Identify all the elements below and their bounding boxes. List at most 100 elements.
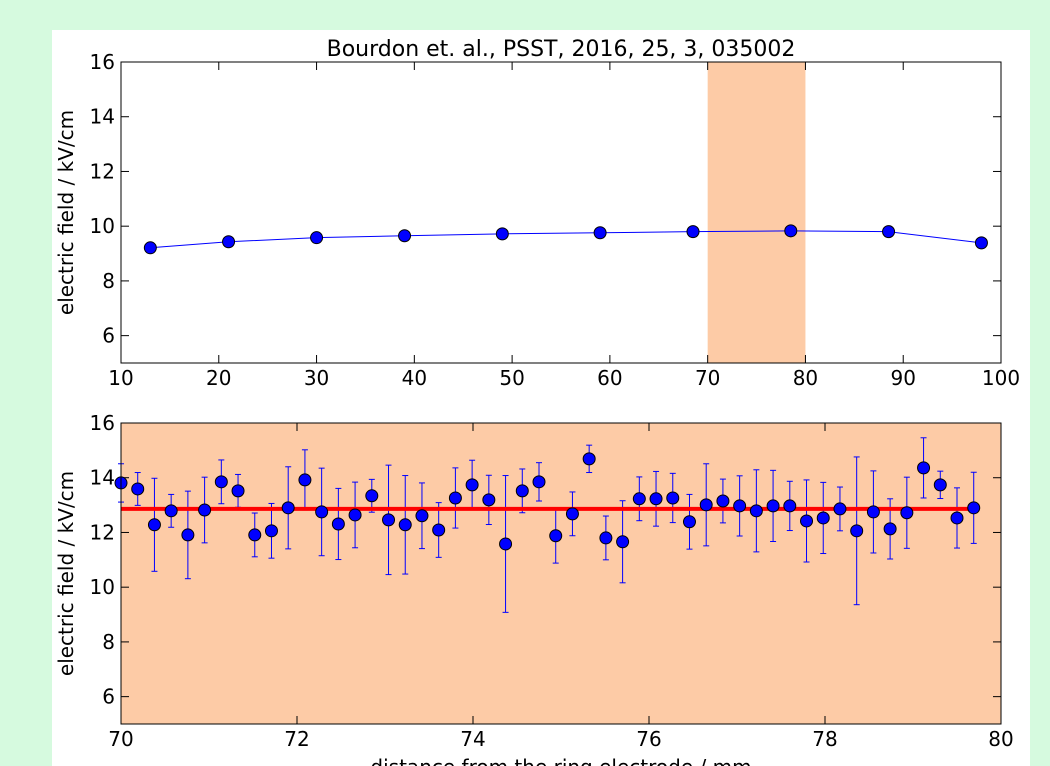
data-point — [143, 241, 157, 255]
data-point — [649, 492, 663, 506]
x-tick-label: 60 — [597, 366, 622, 390]
data-point — [532, 475, 546, 489]
highlight-band — [707, 62, 806, 363]
data-point — [900, 506, 914, 520]
data-point — [248, 528, 262, 542]
data-point — [699, 498, 713, 512]
data-point — [593, 226, 607, 240]
data-point — [181, 528, 195, 542]
y-tick-label: 16 — [90, 411, 115, 435]
y-tick-label: 14 — [90, 105, 115, 129]
data-point — [348, 508, 362, 522]
x-tick-label: 80 — [793, 366, 818, 390]
x-tick-label: 80 — [988, 727, 1013, 751]
y-tick-label: 6 — [102, 685, 115, 709]
y-tick-label: 14 — [90, 466, 115, 490]
data-point — [784, 224, 798, 238]
plot-area — [114, 437, 981, 613]
data-point — [866, 505, 880, 519]
axes-frame — [120, 422, 1002, 725]
y-tick-label: 12 — [90, 520, 115, 544]
data-point — [833, 502, 847, 516]
data-point — [131, 482, 145, 496]
data-point — [599, 531, 613, 545]
x-tick-label: 90 — [890, 366, 915, 390]
data-point — [950, 511, 964, 525]
y-axis-label: electric field / kV/cm — [54, 471, 78, 676]
y-tick-label: 10 — [90, 214, 115, 238]
data-point — [582, 452, 596, 466]
data-point — [465, 478, 479, 492]
data-point — [448, 491, 462, 505]
y-tick-label: 12 — [90, 159, 115, 183]
data-point — [816, 511, 830, 525]
data-point — [882, 225, 896, 239]
x-tick-label: 30 — [304, 366, 329, 390]
data-point — [482, 493, 496, 507]
data-point — [549, 529, 563, 543]
data-point — [883, 522, 897, 536]
axes-background — [121, 423, 1001, 724]
data-point — [616, 535, 630, 549]
data-point — [310, 231, 324, 245]
x-tick-label: 100 — [982, 366, 1020, 390]
x-tick-label: 70 — [695, 366, 720, 390]
plot-area — [143, 224, 988, 255]
data-point — [749, 504, 763, 518]
data-point — [783, 499, 797, 513]
data-point — [917, 461, 931, 475]
x-tick-label: 10 — [108, 366, 133, 390]
y-tick-label: 16 — [90, 50, 115, 74]
data-point — [495, 227, 509, 241]
data-point — [281, 501, 295, 515]
data-point — [766, 499, 780, 513]
y-tick-label: 10 — [90, 575, 115, 599]
data-point — [264, 524, 278, 538]
data-point — [231, 484, 245, 498]
x-tick-label: 72 — [284, 727, 309, 751]
data-point — [415, 509, 429, 523]
data-point — [432, 523, 446, 537]
x-tick-label: 74 — [460, 727, 485, 751]
data-point — [800, 514, 814, 528]
data-point — [716, 494, 730, 508]
x-axis-label: distance from the ring electrode / mm — [370, 755, 751, 766]
x-tick-label: 50 — [499, 366, 524, 390]
data-point — [967, 501, 981, 515]
data-point — [682, 515, 696, 529]
axes-frame — [120, 61, 1002, 364]
data-point — [382, 513, 396, 527]
data-point — [515, 484, 529, 498]
data-point — [565, 507, 579, 521]
data-point — [666, 491, 680, 505]
data-point — [147, 518, 161, 532]
data-point — [686, 225, 700, 239]
data-point — [933, 478, 947, 492]
data-point — [214, 475, 228, 489]
data-point — [365, 489, 379, 503]
data-point — [398, 518, 412, 532]
chart-title: Bourdon et. al., PSST, 2016, 25, 3, 0350… — [327, 37, 796, 62]
x-tick-label: 78 — [812, 727, 837, 751]
x-tick-label: 40 — [402, 366, 427, 390]
data-point — [331, 517, 345, 531]
data-point — [398, 229, 412, 243]
data-point — [974, 236, 988, 250]
data-point — [164, 504, 178, 518]
x-tick-label: 20 — [206, 366, 231, 390]
data-point — [222, 235, 236, 249]
data-point — [850, 524, 864, 538]
y-tick-label: 6 — [102, 324, 115, 348]
x-tick-label: 70 — [108, 727, 133, 751]
series-line — [150, 230, 982, 249]
y-tick-label: 8 — [102, 269, 115, 293]
data-point — [499, 537, 513, 551]
x-tick-label: 76 — [636, 727, 661, 751]
data-point — [733, 499, 747, 513]
y-axis-label: electric field / kV/cm — [54, 110, 78, 315]
data-point — [298, 473, 312, 487]
data-point — [198, 503, 212, 517]
y-tick-label: 8 — [102, 630, 115, 654]
data-point — [315, 505, 329, 519]
